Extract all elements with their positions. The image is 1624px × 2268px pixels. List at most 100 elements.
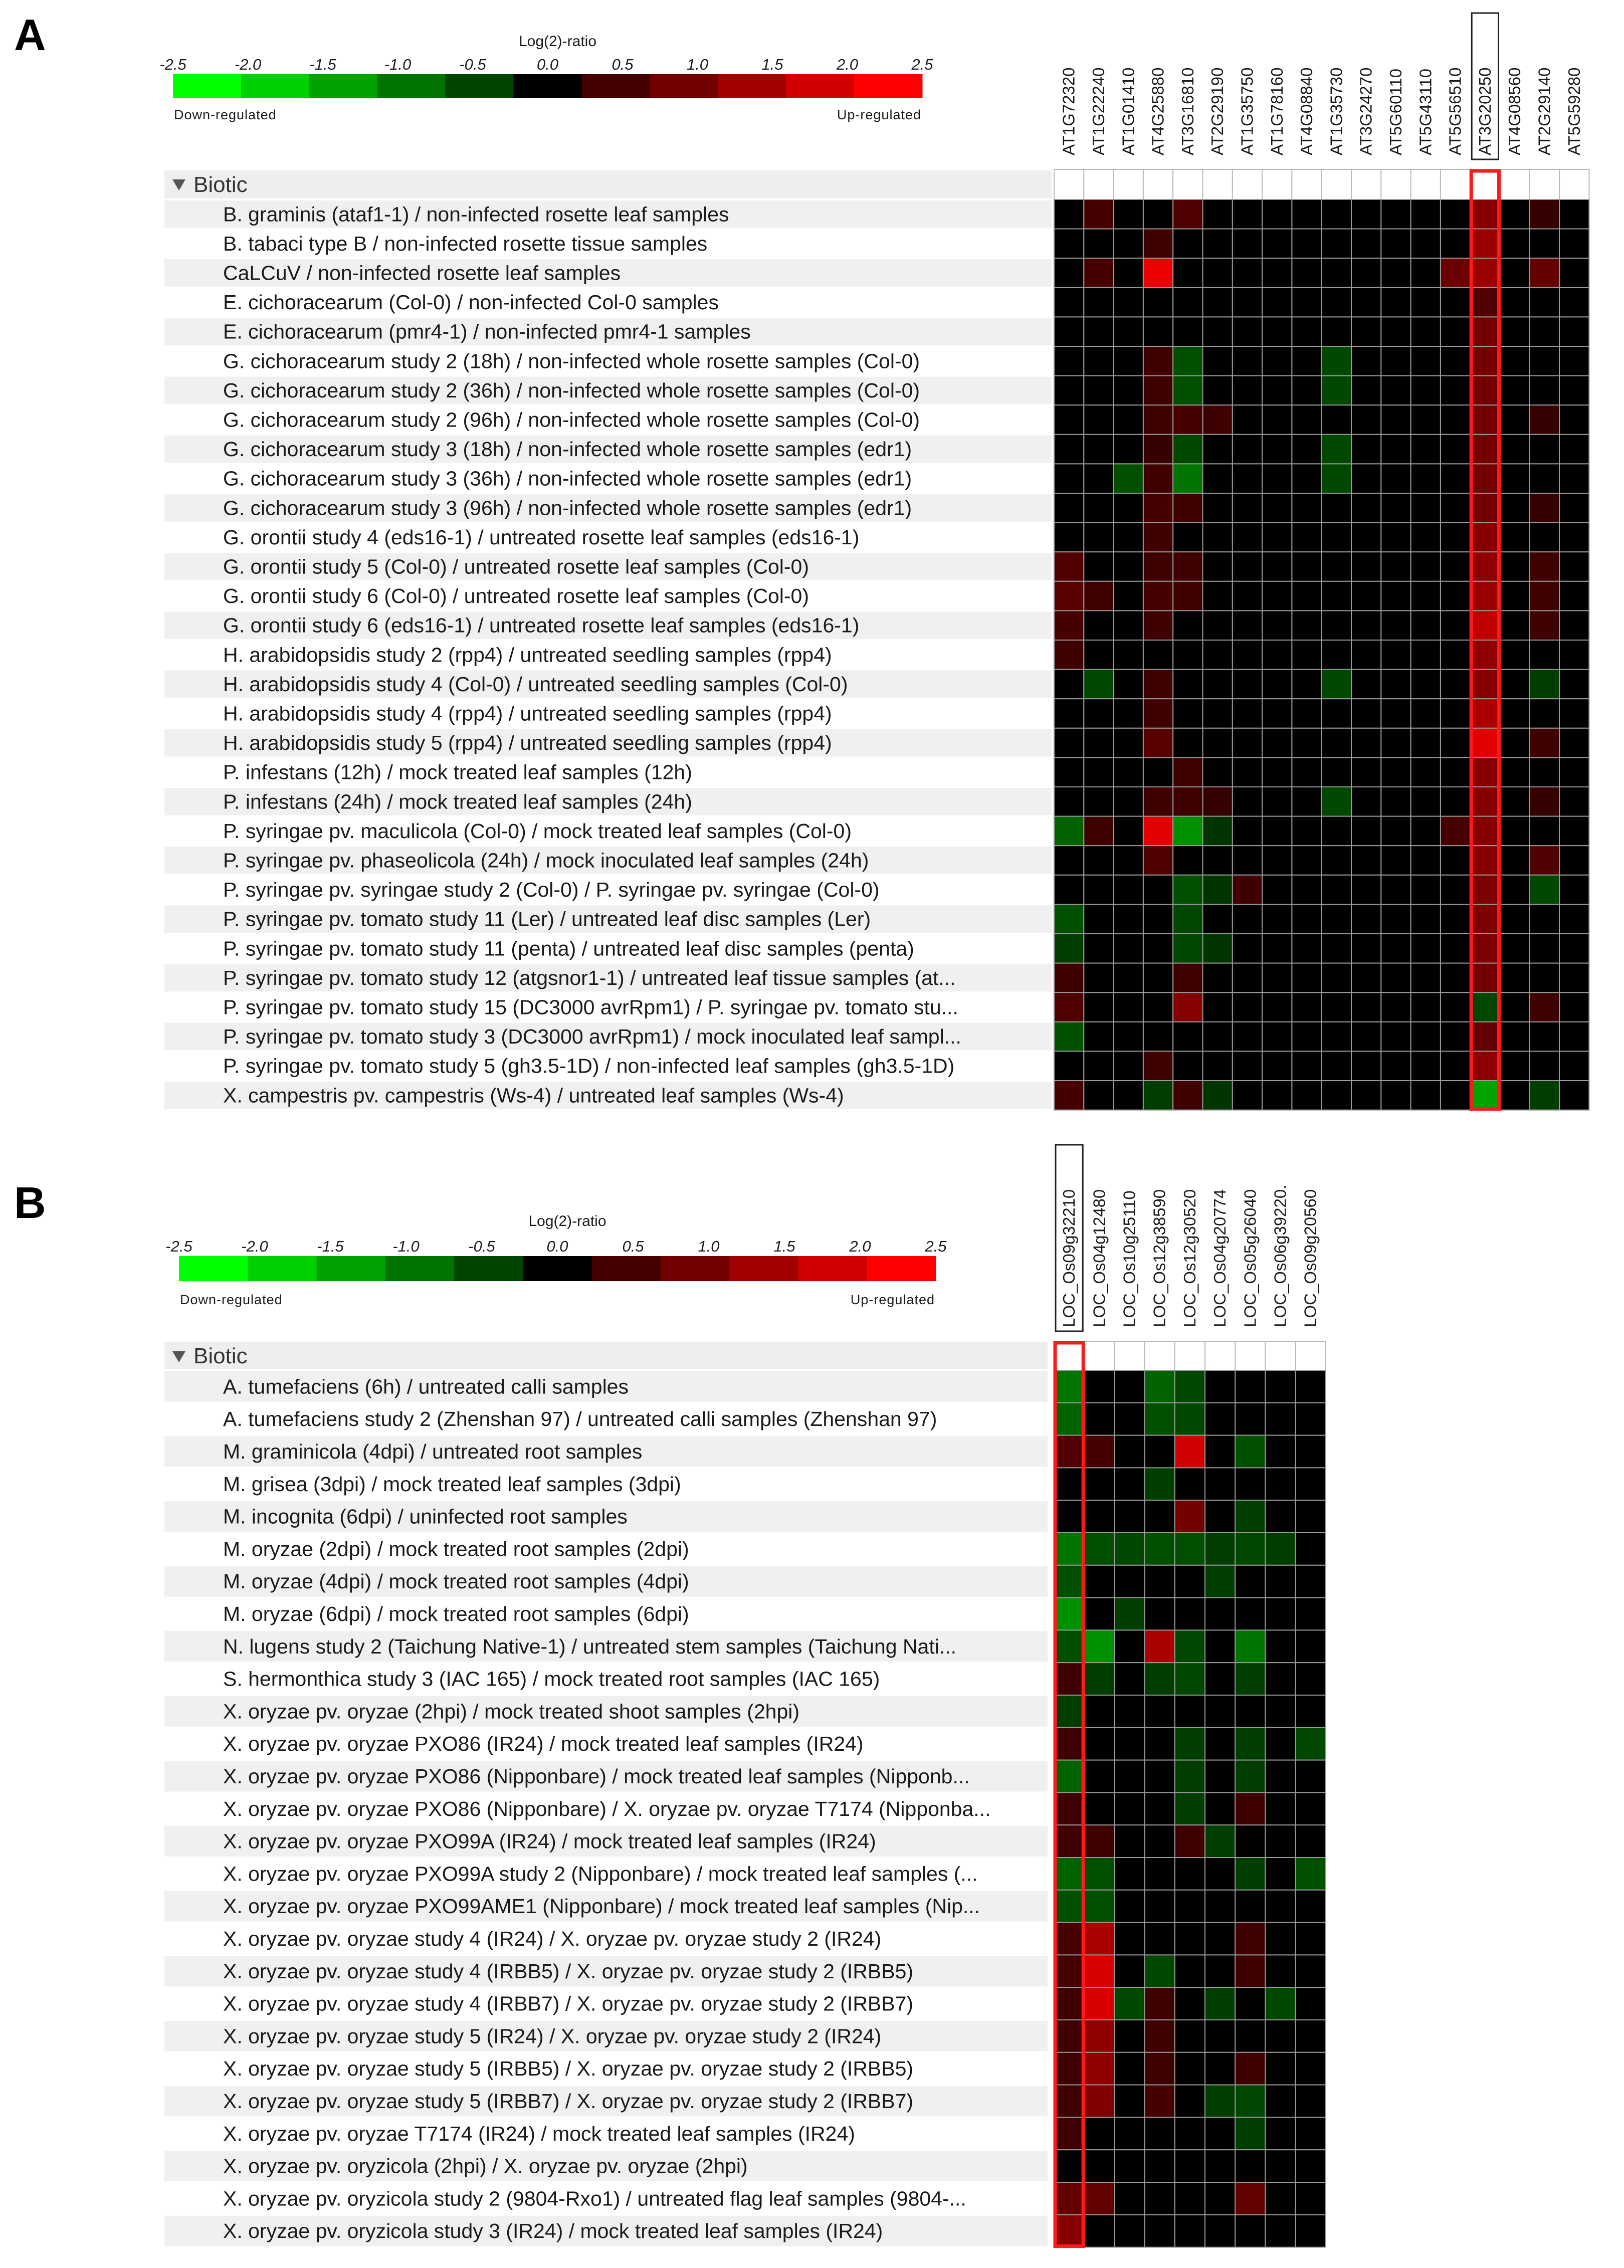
- header-cell: [1083, 169, 1114, 200]
- heatmap-cell: [1470, 346, 1501, 376]
- heatmap-cell: [1054, 1792, 1085, 1826]
- heatmap-cell: [1054, 757, 1085, 788]
- heatmap-cell: [1174, 1857, 1206, 1891]
- heatmap-cell: [1204, 1759, 1236, 1793]
- heatmap-cell: [1083, 434, 1114, 465]
- heatmap-cell: [1054, 1402, 1085, 1436]
- heatmap-cell: [1232, 786, 1263, 817]
- collapse-triangle-icon[interactable]: [172, 1351, 185, 1362]
- heatmap-cell: [1084, 1434, 1115, 1469]
- heatmap-cell: [1113, 375, 1144, 406]
- heatmap-cell: [1559, 933, 1590, 964]
- heatmap-cell: [1114, 1370, 1145, 1403]
- heatmap-cell: [1262, 375, 1293, 406]
- heatmap-cell: [1499, 1080, 1530, 1111]
- row-stripe: [164, 1956, 1048, 1987]
- row-stripe: [164, 847, 1052, 874]
- heatmap-cell: [1172, 434, 1203, 465]
- heatmap-cell: [1321, 493, 1352, 523]
- scale-swatch: [581, 74, 650, 98]
- heatmap-cell: [1113, 1080, 1144, 1111]
- heatmap-cell: [1144, 1857, 1175, 1891]
- heatmap-cell: [1440, 228, 1471, 259]
- heatmap-cell: [1235, 1759, 1266, 1793]
- sample-row-label: P. syringae pv. tomato study 3 (DC3000 a…: [223, 1025, 961, 1048]
- heatmap-cell: [1083, 815, 1114, 847]
- heatmap-cell: [1559, 757, 1590, 788]
- heatmap-cell: [1235, 1792, 1266, 1826]
- heatmap-cell: [1295, 2182, 1326, 2215]
- heatmap-cell: [1265, 1889, 1296, 1923]
- heatmap-cell: [1499, 1021, 1530, 1052]
- heatmap-cell: [1291, 228, 1322, 259]
- heatmap-cell: [1232, 228, 1263, 259]
- heatmap-cell: [1380, 933, 1411, 964]
- heatmap-cell: [1113, 434, 1144, 465]
- heatmap-cell: [1232, 962, 1263, 993]
- gene-column-label: AT2G29190: [1208, 67, 1227, 155]
- heatmap-cell: [1529, 640, 1560, 670]
- heatmap-cell: [1351, 845, 1382, 876]
- heatmap-cell: [1172, 640, 1203, 670]
- heatmap-cell: [1084, 1954, 1115, 1988]
- gene-column-label: AT4G08560: [1505, 67, 1524, 155]
- heatmap-cells: [1053, 1341, 1326, 2248]
- heatmap-cell: [1084, 1629, 1115, 1664]
- heatmap-cell: [1142, 874, 1174, 905]
- heatmap-cell: [1265, 2182, 1296, 2215]
- heatmap-cell: [1202, 669, 1233, 700]
- heatmap-cell: [1265, 1954, 1296, 1988]
- sample-row-label: X. oryzae pv. oryzae PXO99A study 2 (Nip…: [223, 1862, 978, 1885]
- heatmap-cell: [1262, 522, 1293, 553]
- heatmap-cell: [1321, 933, 1352, 964]
- heatmap-cell: [1054, 346, 1085, 376]
- section-header-biotic[interactable]: Biotic: [164, 1341, 1326, 1371]
- gene-column-label: AT3G20250: [1476, 67, 1494, 155]
- heatmap-cell: [1499, 610, 1530, 641]
- heatmap-cell: [1265, 1564, 1296, 1598]
- heatmap-cell: [1142, 1051, 1174, 1081]
- heatmap-cell: [1499, 786, 1530, 817]
- heatmap-cell: [1142, 199, 1174, 230]
- row-stripe: [164, 1631, 1048, 1662]
- heatmap-cell: [1142, 933, 1174, 964]
- header-cell: [1204, 1341, 1236, 1371]
- heatmap-cell: [1529, 992, 1560, 1022]
- heatmap-cell: [1232, 493, 1263, 523]
- heatmap-cell: [1265, 1792, 1296, 1826]
- heatmap-cell: [1144, 1532, 1175, 1566]
- heatmap-cell: [1114, 1954, 1145, 1988]
- header-cell: [1113, 169, 1144, 200]
- heatmap-cell: [1054, 640, 1085, 670]
- heatmap-cell: [1262, 610, 1293, 641]
- heatmap-cell: [1380, 522, 1411, 553]
- heatmap-cell: [1410, 199, 1441, 230]
- sample-row-label: G. orontii study 6 (eds16-1) / untreated…: [223, 614, 859, 637]
- heatmap-cell: [1142, 786, 1174, 817]
- heatmap-cell: [1351, 287, 1382, 318]
- heatmap-cell: [1499, 845, 1530, 876]
- heatmap-cell: [1054, 2117, 1085, 2151]
- section-header-biotic[interactable]: Biotic: [164, 169, 1590, 200]
- heatmap-cell: [1054, 1021, 1085, 1052]
- heatmap-cell: [1204, 2149, 1236, 2183]
- header-cell: [1142, 169, 1174, 200]
- heatmap-cell: [1054, 1954, 1085, 1988]
- heatmap-cell: [1232, 346, 1263, 376]
- heatmap-cell: [1083, 522, 1114, 553]
- heatmap-cell: [1529, 316, 1560, 347]
- heatmap-cell: [1172, 933, 1203, 964]
- heatmap-cell: [1440, 463, 1471, 494]
- heatmap-cell: [1380, 287, 1411, 318]
- heatmap-cell: [1174, 2117, 1206, 2151]
- heatmap-cell: [1295, 1597, 1326, 1631]
- heatmap-cell: [1351, 933, 1382, 964]
- heatmap-cell: [1291, 698, 1322, 729]
- heatmap-cell: [1410, 933, 1441, 964]
- sample-row-label: M. grisea (3dpi) / mock treated leaf sam…: [223, 1473, 681, 1496]
- heatmap-cell: [1410, 1021, 1441, 1052]
- heatmap-cell: [1142, 287, 1174, 318]
- collapse-triangle-icon[interactable]: [172, 179, 185, 190]
- heatmap-cell: [1083, 580, 1114, 611]
- heatmap-cell: [1142, 845, 1174, 876]
